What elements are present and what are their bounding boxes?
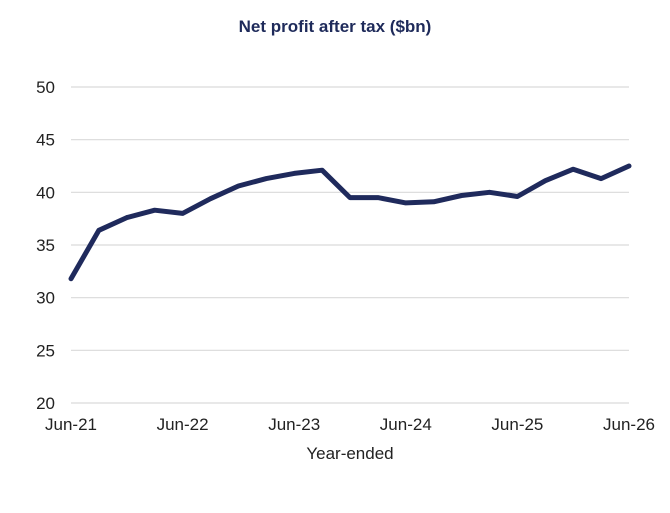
x-tick-label: Jun-25 [491,415,543,434]
x-tick-label: Jun-26 [603,415,655,434]
x-tick-label: Jun-23 [268,415,320,434]
x-axis-ticks: Jun-21 Jun-22 Jun-23 Jun-24 Jun-25 Jun-26 [45,415,655,434]
x-axis-title: Year-ended [306,444,393,463]
y-tick-label: 20 [36,394,55,413]
gridlines [71,86,629,404]
x-tick-label: Jun-21 [45,415,97,434]
chart-title: Net profit after tax ($bn) [238,17,432,36]
y-tick-label: 30 [36,289,55,308]
x-tick-label: Jun-24 [380,415,432,434]
y-tick-label: 40 [36,183,55,202]
x-tick-label: Jun-22 [157,415,209,434]
y-tick-label: 50 [36,78,55,97]
y-axis-ticks: 20 25 30 35 40 45 50 [36,78,55,413]
y-tick-label: 25 [36,341,55,360]
y-tick-label: 45 [36,131,55,150]
series-line [68,163,632,282]
y-tick-label: 35 [36,236,55,255]
